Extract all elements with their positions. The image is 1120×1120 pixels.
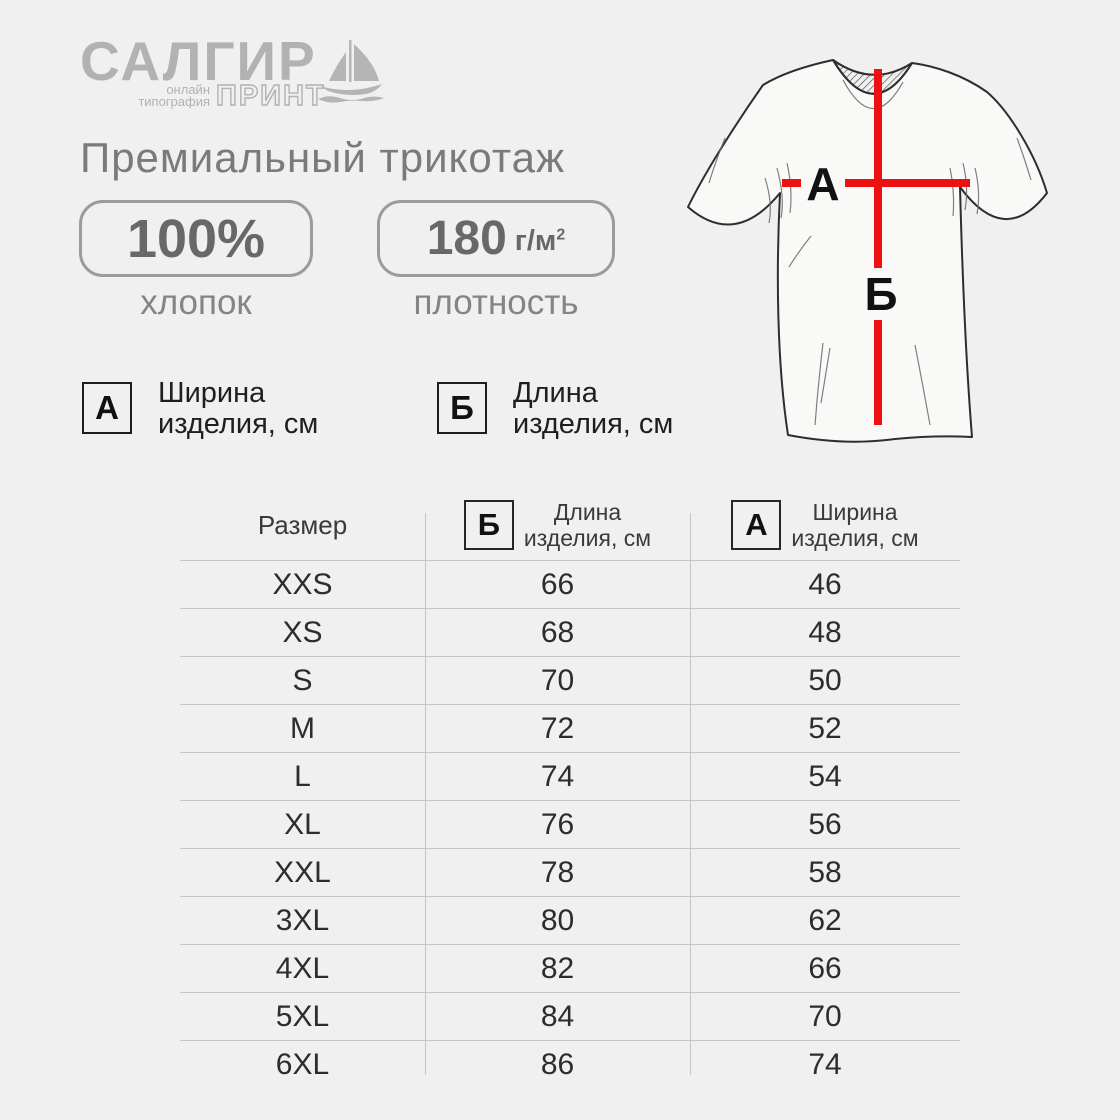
cell-width: 74 bbox=[690, 1040, 960, 1088]
density-unit-sup: 2 bbox=[556, 226, 566, 244]
cell-width: 46 bbox=[690, 560, 960, 609]
cell-length: 84 bbox=[425, 992, 690, 1041]
legend-width-line1: Ширина bbox=[158, 377, 266, 409]
cell-length: 78 bbox=[425, 848, 690, 897]
cell-length: 70 bbox=[425, 656, 690, 705]
table-row: L 74 54 bbox=[180, 752, 960, 801]
cell-length: 66 bbox=[425, 560, 690, 609]
size-table-header-row: Размер Б Длина изделия, см А Ширина изде… bbox=[180, 490, 960, 561]
cell-size: XXS bbox=[180, 560, 425, 609]
cell-width: 56 bbox=[690, 800, 960, 849]
table-row: 3XL 80 62 bbox=[180, 896, 960, 945]
cell-size: M bbox=[180, 704, 425, 753]
density-badge: 180 г/м2 bbox=[377, 200, 615, 277]
cell-width: 52 bbox=[690, 704, 960, 753]
header-width-line2: изделия, см bbox=[791, 525, 919, 551]
cell-size: XXL bbox=[180, 848, 425, 897]
table-row: S 70 50 bbox=[180, 656, 960, 705]
cotton-badge-value: 100% bbox=[126, 208, 266, 269]
cell-length: 80 bbox=[425, 896, 690, 945]
cell-width: 66 bbox=[690, 944, 960, 993]
logo-brand-text: САЛГИР bbox=[80, 30, 317, 92]
logo-brand2-label: ПРИНТ bbox=[216, 80, 326, 112]
column-header-width: А Ширина изделия, см bbox=[690, 490, 960, 561]
cell-length: 82 bbox=[425, 944, 690, 993]
legend-width-line2: изделия, см bbox=[158, 408, 319, 440]
cell-length: 74 bbox=[425, 752, 690, 801]
cell-size: 4XL bbox=[180, 944, 425, 993]
cell-length: 68 bbox=[425, 608, 690, 657]
header-letter-a-box: А bbox=[731, 500, 782, 550]
sketch-shading bbox=[708, 137, 1032, 426]
logo-tagline-line2: типография bbox=[138, 94, 210, 109]
table-row: XL 76 56 bbox=[180, 800, 960, 849]
column-header-length: Б Длина изделия, см bbox=[425, 490, 690, 561]
diagram-length-letter: Б bbox=[864, 268, 897, 320]
cell-length: 72 bbox=[425, 704, 690, 753]
table-row: XXL 78 58 bbox=[180, 848, 960, 897]
cell-size: 5XL bbox=[180, 992, 425, 1041]
cell-width: 50 bbox=[690, 656, 960, 705]
cotton-badge-label: хлопок bbox=[140, 283, 252, 322]
cell-width: 58 bbox=[690, 848, 960, 897]
legend-length-line1: Длина bbox=[513, 377, 598, 409]
logo-tagline: онлайн типография bbox=[124, 82, 210, 109]
header-letter-b-box: Б bbox=[463, 500, 514, 550]
collar-sketch-line bbox=[842, 79, 904, 109]
table-divider-left bbox=[425, 513, 426, 1075]
table-row: XS 68 48 bbox=[180, 608, 960, 657]
cell-size: L bbox=[180, 752, 425, 801]
table-divider-right bbox=[690, 513, 691, 1075]
page-title: Премиальный трикотаж bbox=[80, 134, 566, 181]
table-row: XXS 66 46 bbox=[180, 560, 960, 609]
table-row: 5XL 84 70 bbox=[180, 992, 960, 1041]
measurement-lines bbox=[782, 69, 970, 425]
cell-width: 62 bbox=[690, 896, 960, 945]
header-width-line1: Ширина bbox=[812, 499, 898, 525]
legend-width-text: Ширина изделия, см bbox=[158, 378, 318, 440]
legend-item-length: Б Длина изделия, см bbox=[437, 378, 673, 440]
legend-length-text: Длина изделия, см bbox=[513, 378, 673, 440]
cell-size: S bbox=[180, 656, 425, 705]
density-badge-unit: г/м2 bbox=[515, 225, 566, 258]
column-header-size: Размер bbox=[257, 509, 348, 540]
header-length-line2: изделия, см bbox=[523, 525, 652, 551]
cell-size: XL bbox=[180, 800, 425, 849]
legend-item-width: А Ширина изделия, см bbox=[82, 378, 318, 440]
density-unit-text: г/м bbox=[514, 225, 557, 257]
legend-letter-b-box: Б bbox=[437, 382, 487, 434]
legend-length-line2: изделия, см bbox=[513, 408, 674, 440]
table-row: 6XL 86 74 bbox=[180, 1040, 960, 1088]
header-width-text: Ширина изделия, см bbox=[791, 499, 918, 551]
cell-width: 48 bbox=[690, 608, 960, 657]
cell-size: 3XL bbox=[180, 896, 425, 945]
table-row: 4XL 82 66 bbox=[180, 944, 960, 993]
logo-brand2-outline-text: ПРИНТ bbox=[216, 79, 326, 112]
density-badge-label: плотность bbox=[413, 283, 579, 322]
legend-letter-a-box: А bbox=[82, 382, 132, 434]
header-length-text: Длина изделия, см bbox=[524, 499, 651, 551]
logo-tagline-line1: онлайн bbox=[166, 82, 210, 97]
tshirt-measurement-diagram: А Б bbox=[687, 59, 1048, 443]
diagram-width-letter: А bbox=[806, 158, 839, 210]
cell-width: 54 bbox=[690, 752, 960, 801]
cell-length: 76 bbox=[425, 800, 690, 849]
tshirt-outline bbox=[687, 59, 1048, 443]
header-length-line1: Длина bbox=[553, 499, 622, 525]
cell-width: 70 bbox=[690, 992, 960, 1041]
cotton-badge: 100% bbox=[79, 200, 313, 277]
collar-band bbox=[832, 59, 913, 95]
size-table: Размер Б Длина изделия, см А Ширина изде… bbox=[180, 490, 960, 1088]
cell-length: 86 bbox=[425, 1040, 690, 1088]
cell-size: XS bbox=[180, 608, 425, 657]
density-badge-value: 180 bbox=[426, 212, 507, 265]
sailboat-icon bbox=[318, 40, 384, 103]
cell-size: 6XL bbox=[180, 1040, 425, 1088]
table-row: M 72 52 bbox=[180, 704, 960, 753]
